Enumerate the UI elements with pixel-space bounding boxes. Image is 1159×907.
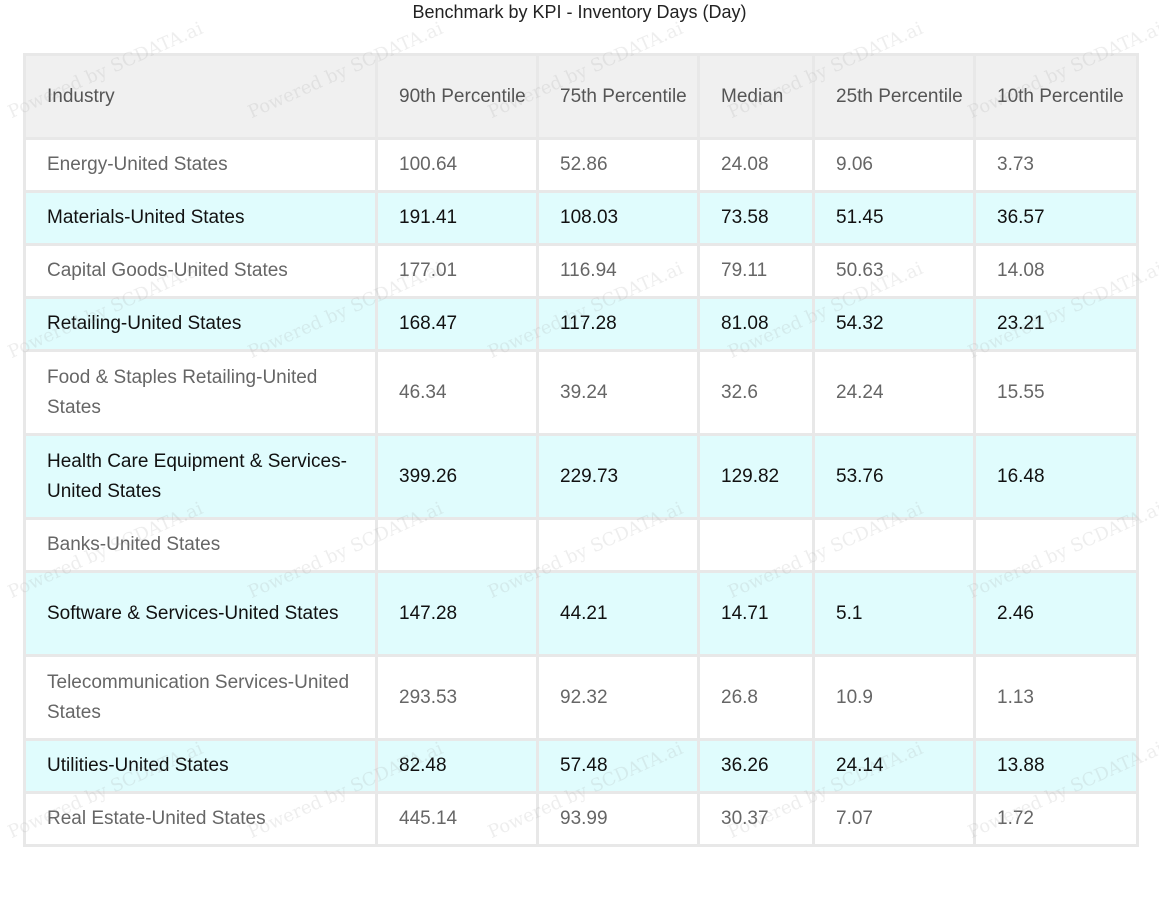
industry-cell: Software & Services-United States <box>23 570 378 657</box>
column-header-p75: 75th Percentile <box>536 53 700 140</box>
p25-cell: 24.24 <box>812 349 976 436</box>
p25-cell: 54.32 <box>812 296 976 352</box>
p75-cell <box>536 517 700 573</box>
table-header-row: Industry 90th Percentile 75th Percentile… <box>23 53 1139 140</box>
p25-cell: 5.1 <box>812 570 976 657</box>
p75-cell: 93.99 <box>536 791 700 847</box>
table-row: Software & Services-United States 147.28 4… <box>23 570 1139 657</box>
industry-cell: Retailing-United States <box>23 296 378 352</box>
median-cell: 26.8 <box>697 654 815 741</box>
industry-cell: Health Care Equipment & Services-United … <box>23 433 378 520</box>
p75-cell: 117.28 <box>536 296 700 352</box>
p10-cell: 14.08 <box>973 243 1139 299</box>
industry-cell: Real Estate-United States <box>23 791 378 847</box>
column-header-p25: 25th Percentile <box>812 53 976 140</box>
table-row: Food & Staples Retailing-United States 46… <box>23 349 1139 436</box>
p90-cell: 177.01 <box>375 243 539 299</box>
p90-cell: 147.28 <box>375 570 539 657</box>
p25-cell: 24.14 <box>812 738 976 794</box>
column-header-p90: 90th Percentile <box>375 53 539 140</box>
median-cell: 129.82 <box>697 433 815 520</box>
table-row: Utilities-United States 82.48 57.48 36.26 24… <box>23 738 1139 794</box>
p90-cell: 191.41 <box>375 190 539 246</box>
table-body: Energy-United States 100.64 52.86 24.08 9.06… <box>23 137 1139 847</box>
p10-cell: 3.73 <box>973 137 1139 193</box>
table-row: Materials-United States 191.41 108.03 73.58… <box>23 190 1139 246</box>
table-row: Banks-United States <box>23 517 1139 573</box>
industry-cell: Food & Staples Retailing-United States <box>23 349 378 436</box>
column-header-p10: 10th Percentile <box>973 53 1139 140</box>
p75-cell: 108.03 <box>536 190 700 246</box>
p75-cell: 92.32 <box>536 654 700 741</box>
p25-cell: 53.76 <box>812 433 976 520</box>
p10-cell: 1.72 <box>973 791 1139 847</box>
median-cell: 73.58 <box>697 190 815 246</box>
table-row: Telecommunication Services-United States… <box>23 654 1139 741</box>
p75-cell: 44.21 <box>536 570 700 657</box>
benchmark-table: Industry 90th Percentile 75th Percentile… <box>23 53 1139 847</box>
industry-cell: Energy-United States <box>23 137 378 193</box>
p75-cell: 116.94 <box>536 243 700 299</box>
table-row: Capital Goods-United States 177.01 116.94 7… <box>23 243 1139 299</box>
p90-cell <box>375 517 539 573</box>
median-cell: 32.6 <box>697 349 815 436</box>
p25-cell <box>812 517 976 573</box>
p75-cell: 39.24 <box>536 349 700 436</box>
industry-cell: Capital Goods-United States <box>23 243 378 299</box>
table-row: Health Care Equipment & Services-United … <box>23 433 1139 520</box>
p10-cell: 2.46 <box>973 570 1139 657</box>
p10-cell: 16.48 <box>973 433 1139 520</box>
p90-cell: 46.34 <box>375 349 539 436</box>
chart-title: Benchmark by KPI - Inventory Days (Day) <box>412 2 747 22</box>
p75-cell: 229.73 <box>536 433 700 520</box>
industry-cell: Banks-United States <box>23 517 378 573</box>
p25-cell: 7.07 <box>812 791 976 847</box>
p10-cell: 1.13 <box>973 654 1139 741</box>
industry-cell: Materials-United States <box>23 190 378 246</box>
table-row: Energy-United States 100.64 52.86 24.08 9.06… <box>23 137 1139 193</box>
median-cell: 30.37 <box>697 791 815 847</box>
p10-cell: 23.21 <box>973 296 1139 352</box>
p10-cell: 15.55 <box>973 349 1139 436</box>
column-header-industry: Industry <box>23 53 378 140</box>
industry-cell: Utilities-United States <box>23 738 378 794</box>
p90-cell: 293.53 <box>375 654 539 741</box>
p25-cell: 9.06 <box>812 137 976 193</box>
median-cell: 36.26 <box>697 738 815 794</box>
median-cell: 81.08 <box>697 296 815 352</box>
p90-cell: 168.47 <box>375 296 539 352</box>
p10-cell: 13.88 <box>973 738 1139 794</box>
p90-cell: 100.64 <box>375 137 539 193</box>
median-cell <box>697 517 815 573</box>
median-cell: 24.08 <box>697 137 815 193</box>
median-cell: 14.71 <box>697 570 815 657</box>
p90-cell: 445.14 <box>375 791 539 847</box>
p75-cell: 57.48 <box>536 738 700 794</box>
p75-cell: 52.86 <box>536 137 700 193</box>
median-cell: 79.11 <box>697 243 815 299</box>
p25-cell: 50.63 <box>812 243 976 299</box>
p90-cell: 82.48 <box>375 738 539 794</box>
p25-cell: 10.9 <box>812 654 976 741</box>
table-row: Real Estate-United States 445.14 93.99 30.3… <box>23 791 1139 847</box>
p90-cell: 399.26 <box>375 433 539 520</box>
column-header-median: Median <box>697 53 815 140</box>
p10-cell: 36.57 <box>973 190 1139 246</box>
table-row: Retailing-United States 168.47 117.28 81.08… <box>23 296 1139 352</box>
p10-cell <box>973 517 1139 573</box>
industry-cell: Telecommunication Services-United States <box>23 654 378 741</box>
p25-cell: 51.45 <box>812 190 976 246</box>
